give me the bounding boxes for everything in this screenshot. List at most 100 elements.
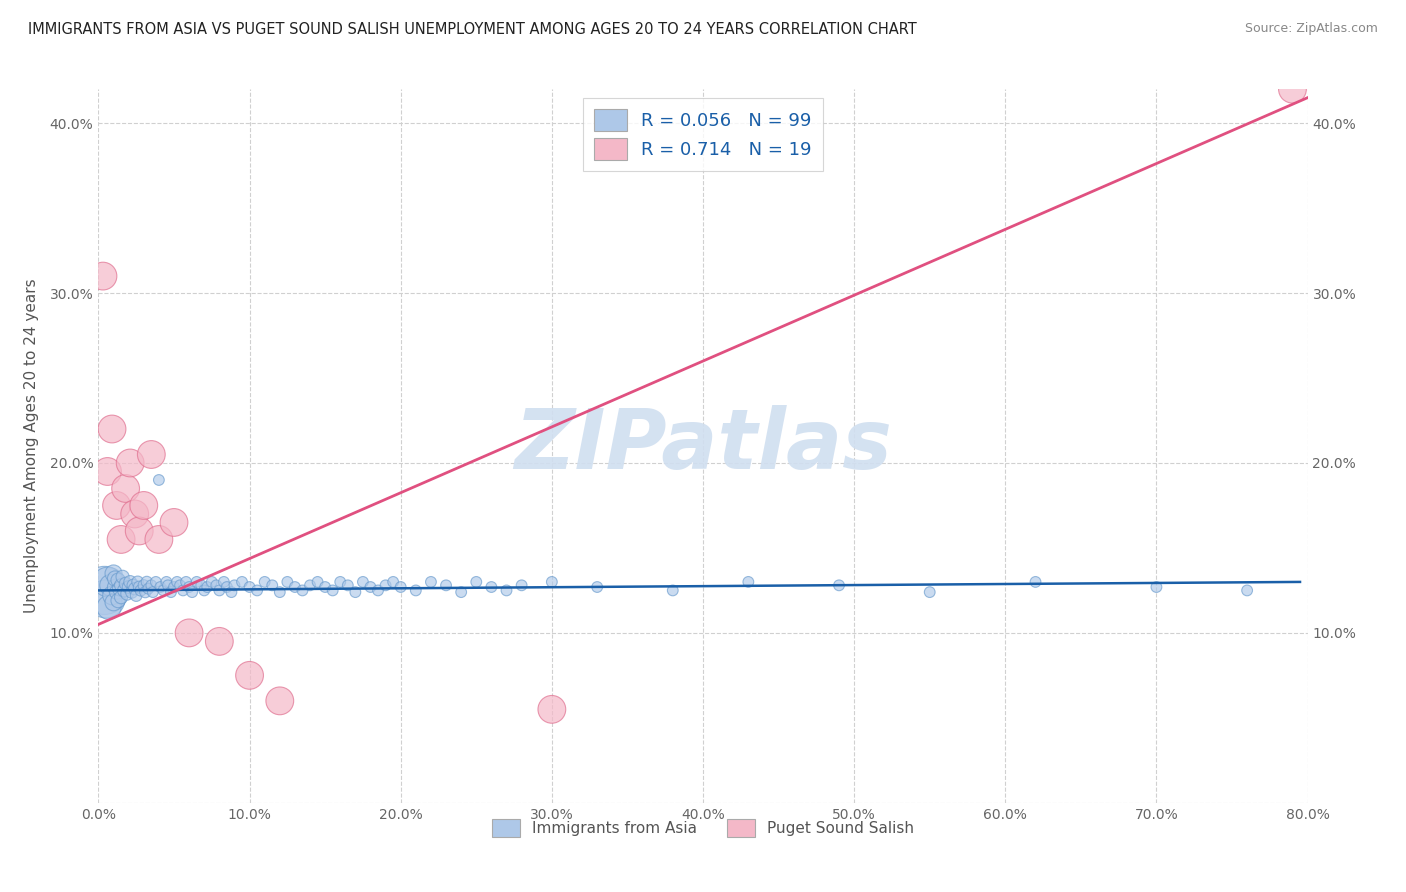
Point [239,668,262,682]
Point [160,585,183,599]
Point [307,574,329,589]
Point [105,585,128,599]
Point [107,593,129,607]
Point [104,572,127,586]
Point [828,578,851,592]
Point [112,583,135,598]
Point [179,626,201,640]
Point [96,574,118,589]
Point [148,533,170,547]
Point [114,482,136,496]
Point [291,583,314,598]
Point [128,580,150,594]
Point [141,578,163,592]
Point [314,580,336,594]
Point [118,580,141,594]
Point [136,582,159,596]
Point [107,573,129,587]
Point [201,574,224,589]
Point [360,580,382,594]
Point [181,585,204,599]
Point [246,583,269,598]
Point [110,578,132,592]
Point [262,578,284,592]
Point [336,578,359,592]
Y-axis label: Unemployment Among Ages 20 to 24 years: Unemployment Among Ages 20 to 24 years [24,278,38,614]
Point [172,583,194,598]
Point [145,574,167,589]
Point [120,456,142,470]
Point [1024,574,1046,589]
Text: IMMIGRANTS FROM ASIA VS PUGET SOUND SALISH UNEMPLOYMENT AMONG AGES 20 TO 24 YEAR: IMMIGRANTS FROM ASIA VS PUGET SOUND SALI… [28,22,917,37]
Point [122,578,145,592]
Point [495,583,517,598]
Point [169,578,191,592]
Point [132,578,155,592]
Point [661,583,683,598]
Point [156,578,179,592]
Point [224,578,246,592]
Point [420,574,443,589]
Point [329,574,352,589]
Point [101,422,124,436]
Point [100,578,122,592]
Point [149,580,172,594]
Point [124,582,146,596]
Point [134,585,156,599]
Point [382,574,405,589]
Point [94,591,117,606]
Point [103,566,125,581]
Point [124,507,146,521]
Point [93,583,115,598]
Point [152,583,174,598]
Point [103,595,125,609]
Point [205,578,228,592]
Point [155,574,177,589]
Point [737,574,759,589]
Point [163,580,186,594]
Point [299,578,322,592]
Point [221,585,243,599]
Point [111,570,134,584]
Point [174,574,197,589]
Point [253,574,276,589]
Point [193,583,215,598]
Point [269,585,291,599]
Point [108,582,131,596]
Point [98,600,121,615]
Point [540,574,562,589]
Point [918,585,941,599]
Point [163,516,186,530]
Point [405,583,427,598]
Point [96,465,118,479]
Point [215,580,238,594]
Point [195,580,218,594]
Text: ZIPatlas: ZIPatlas [515,406,891,486]
Point [1281,82,1303,96]
Point [115,587,138,601]
Point [276,574,298,589]
Point [208,583,231,598]
Point [120,574,142,589]
Point [374,578,396,592]
Point [105,499,128,513]
Point [125,589,148,603]
Point [465,574,488,589]
Point [389,580,412,594]
Point [231,574,253,589]
Point [586,580,609,594]
Point [110,533,132,547]
Point [186,574,208,589]
Point [101,589,124,603]
Point [121,585,143,599]
Point [132,499,155,513]
Legend: Immigrants from Asia, Puget Sound Salish: Immigrants from Asia, Puget Sound Salish [484,811,922,845]
Point [208,634,231,648]
Point [212,574,235,589]
Point [481,580,503,594]
Point [110,591,132,605]
Point [91,269,114,284]
Point [190,578,212,592]
Point [344,585,367,599]
Point [179,580,201,594]
